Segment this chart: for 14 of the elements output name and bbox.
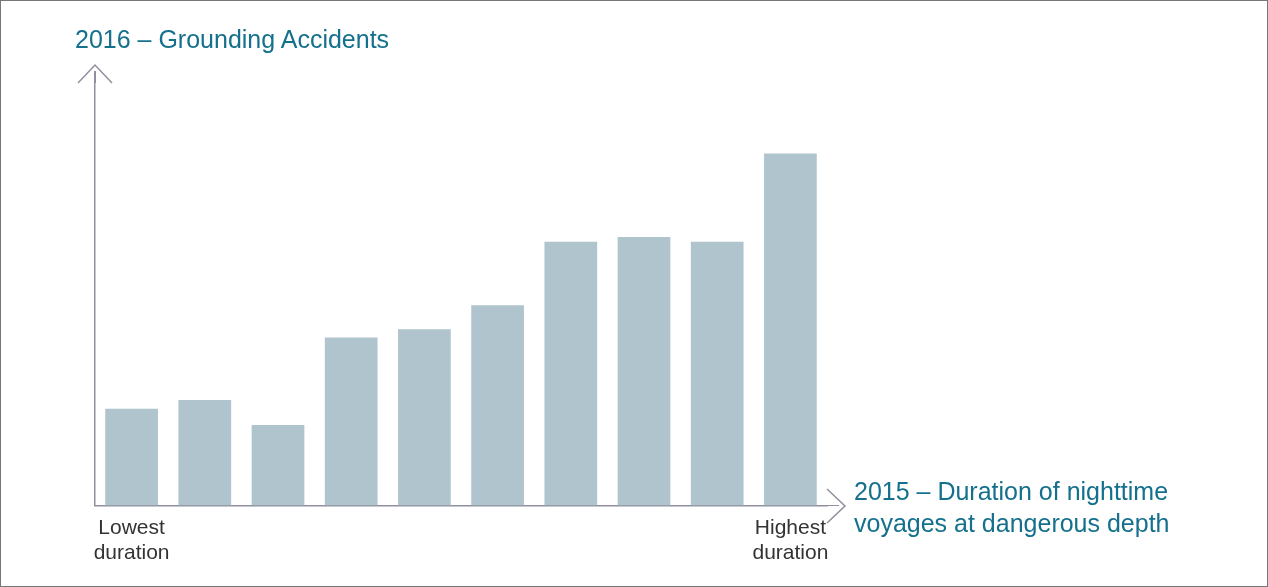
bar — [617, 236, 671, 506]
bar — [690, 241, 744, 506]
x-tick-label: Highest duration — [752, 515, 829, 564]
x-tick-label: Lowest duration — [93, 515, 170, 564]
bar — [178, 399, 232, 506]
bar — [324, 337, 378, 506]
x-axis-title: 2015 – Duration of nighttime voyages at dangerous depth — [854, 476, 1171, 539]
bar — [764, 153, 817, 506]
bar — [544, 241, 598, 506]
y-axis-title: 2016 – Grounding Accidents — [75, 25, 390, 54]
bar — [105, 408, 158, 506]
bar — [398, 329, 451, 506]
bar — [471, 305, 524, 506]
bar — [251, 424, 305, 506]
